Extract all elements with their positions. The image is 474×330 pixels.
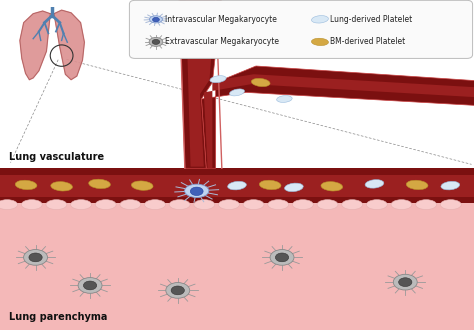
Text: Extravascular Megakaryocyte: Extravascular Megakaryocyte [165,37,280,47]
Ellipse shape [149,16,163,23]
Ellipse shape [15,180,37,190]
Ellipse shape [51,182,73,191]
Ellipse shape [149,37,163,47]
Ellipse shape [24,249,47,265]
Text: Lung vasculature: Lung vasculature [9,152,104,162]
Ellipse shape [311,38,328,46]
Bar [0,168,474,203]
Ellipse shape [152,39,160,45]
Ellipse shape [228,182,246,190]
Bar [0,203,474,330]
Bar [0,175,474,197]
Ellipse shape [145,200,165,210]
Ellipse shape [171,286,184,295]
Ellipse shape [284,183,303,192]
Ellipse shape [342,200,363,210]
Ellipse shape [210,76,226,83]
Ellipse shape [120,200,141,210]
Ellipse shape [95,200,116,210]
Ellipse shape [78,278,102,293]
Polygon shape [186,0,216,167]
Ellipse shape [440,200,461,210]
Ellipse shape [391,200,412,210]
Ellipse shape [153,17,159,22]
Text: BM-derived Platelet: BM-derived Platelet [330,37,406,47]
Ellipse shape [393,274,417,290]
Ellipse shape [190,187,203,195]
Ellipse shape [270,249,294,265]
Ellipse shape [292,200,313,210]
Ellipse shape [321,182,343,191]
Ellipse shape [259,180,281,190]
Ellipse shape [194,200,215,210]
Bar [0,0,474,168]
Ellipse shape [243,200,264,210]
Ellipse shape [169,200,190,210]
Ellipse shape [131,181,153,190]
Ellipse shape [275,253,289,262]
Ellipse shape [184,184,209,197]
Ellipse shape [317,200,338,210]
Text: Lung-derived Platelet: Lung-derived Platelet [330,15,413,24]
Ellipse shape [166,282,190,298]
Text: Intravascular Megakaryocyte: Intravascular Megakaryocyte [165,15,277,24]
Ellipse shape [416,200,437,210]
Ellipse shape [219,200,239,210]
Ellipse shape [0,200,18,210]
Ellipse shape [71,200,91,210]
Ellipse shape [441,182,460,190]
Ellipse shape [251,79,270,86]
Polygon shape [204,74,474,168]
Ellipse shape [29,253,42,262]
Ellipse shape [89,179,110,188]
Polygon shape [179,0,222,168]
Ellipse shape [268,200,289,210]
Ellipse shape [365,180,384,188]
Ellipse shape [399,278,412,286]
Ellipse shape [277,96,292,102]
Ellipse shape [46,200,67,210]
Ellipse shape [229,89,245,96]
Ellipse shape [83,281,97,290]
Text: Lung parenchyma: Lung parenchyma [9,312,107,322]
Ellipse shape [406,180,428,190]
Ellipse shape [21,200,42,210]
FancyBboxPatch shape [129,0,473,58]
Polygon shape [201,66,474,168]
Ellipse shape [366,200,387,210]
Ellipse shape [311,16,328,23]
